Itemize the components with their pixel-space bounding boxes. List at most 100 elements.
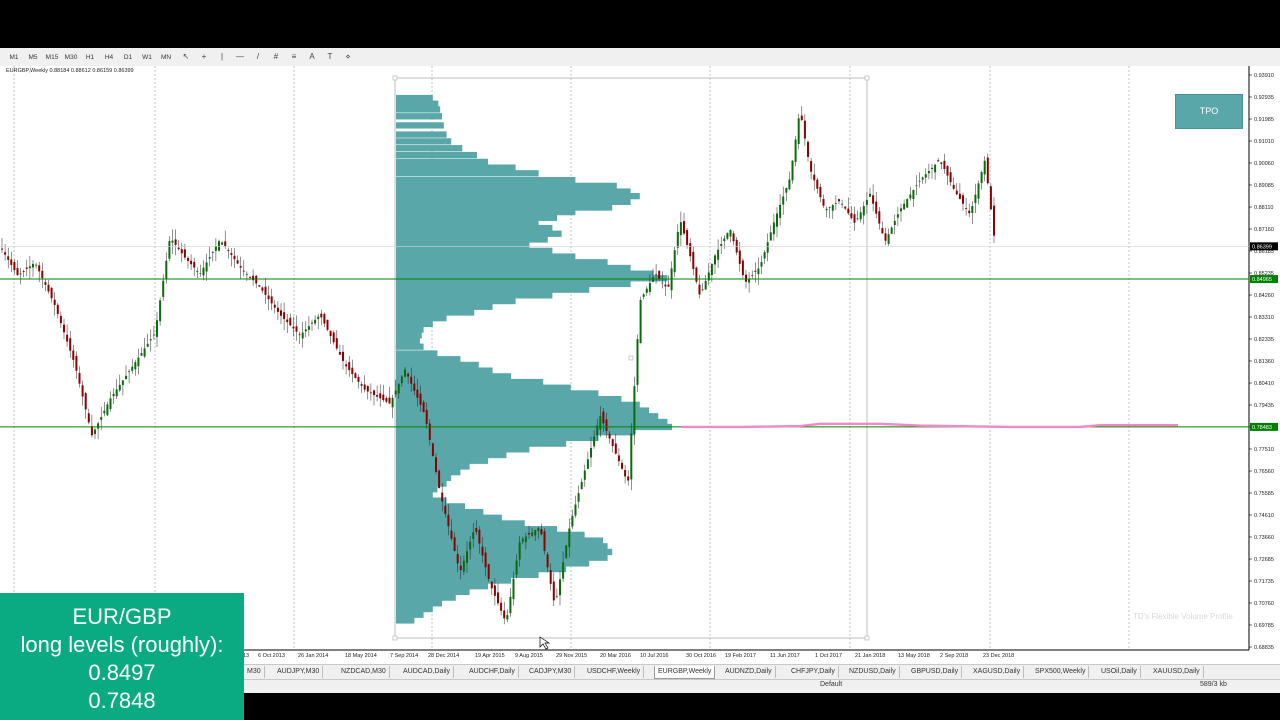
volume-profile-bar: [396, 503, 465, 510]
price-chart[interactable]: 0.93910 0.92935 0.91985 0.91010 0.90060 0.890…: [0, 66, 1280, 664]
candle-body: [732, 233, 735, 242]
candle-body: [676, 231, 679, 248]
candle-body: [816, 179, 819, 189]
chart-tab[interactable]: NZDCAD,M30: [338, 666, 390, 678]
chart-tab[interactable]: M30: [244, 666, 265, 678]
price-label: 0.75585: [1254, 491, 1274, 497]
volume-profile-bar: [396, 401, 640, 409]
candle-body: [714, 255, 716, 265]
price-label: 0.91985: [1254, 117, 1274, 123]
chart-tab[interactable]: USDCHF,Weekly: [584, 666, 645, 678]
candle-body: [404, 369, 406, 377]
candle-body: [391, 397, 394, 408]
candle-body: [208, 257, 211, 259]
text-label-icon[interactable]: T: [327, 52, 333, 61]
candle-body: [202, 267, 205, 276]
fibonacci-icon[interactable]: ≡: [291, 52, 297, 61]
candle-body: [320, 313, 323, 318]
volume-profile-bar: [396, 138, 452, 145]
chart-tab[interactable]: EURGBP,Weekly: [654, 666, 716, 679]
chart-tab[interactable]: AUDCAD,Daily: [400, 666, 455, 678]
volume-profile-bar: [396, 224, 553, 232]
candle-body: [614, 443, 617, 454]
horizontal-line-icon[interactable]: —: [236, 52, 244, 61]
candle-body: [329, 330, 332, 337]
candle-body: [490, 581, 493, 589]
timeframe-m5[interactable]: M5: [28, 54, 38, 61]
symbol-info: EURGBP,Weekly 0.88184 0.88612 0.86159 0.…: [6, 68, 134, 74]
candle-body: [22, 271, 25, 272]
chart-tab[interactable]: CHFJPY,Daily: [788, 666, 839, 678]
candle-body: [239, 266, 242, 268]
candle-body: [772, 222, 775, 235]
chart-tab[interactable]: SPX500,Weekly: [1032, 666, 1090, 678]
volume-profile-bar: [396, 275, 668, 282]
timeframe-m30[interactable]: M30: [64, 54, 78, 61]
levels-overlay: EUR/GBP long levels (roughly): 0.8497 0.…: [0, 593, 244, 720]
candle-body: [893, 220, 896, 226]
price-label: 0.87160: [1254, 227, 1274, 233]
timeframe-m1[interactable]: M1: [9, 54, 19, 61]
candle-body: [13, 262, 16, 271]
timeframe-h1[interactable]: H1: [85, 54, 95, 61]
chart-tab[interactable]: GBPUSD,Daily: [908, 666, 963, 678]
candle-body: [962, 195, 964, 204]
price-label: 0.79435: [1254, 403, 1274, 409]
chart-window[interactable]: 0.93910 0.92935 0.91985 0.91010 0.90060 0.890…: [0, 66, 1280, 664]
volume-profile-bar: [396, 326, 424, 333]
date-label: 13 May 2018: [898, 653, 930, 659]
candle-body: [596, 425, 599, 436]
candle-body: [683, 221, 685, 234]
date-label: 20 Mar 2016: [600, 653, 631, 659]
chart-tab[interactable]: AUDNZD,Daily: [722, 666, 776, 678]
price-label: 0.88110: [1254, 205, 1273, 211]
chart-tab[interactable]: XAUUSD,Daily: [1150, 666, 1204, 678]
volume-profile-bar: [396, 303, 493, 310]
candle-body: [707, 272, 710, 281]
timeframe-d1[interactable]: D1: [123, 54, 133, 61]
candle-body: [87, 413, 90, 423]
price-tag-label: 0.86399: [1252, 244, 1272, 250]
crosshair-icon[interactable]: +: [201, 52, 207, 61]
candle-body: [428, 423, 431, 440]
date-label: 11 Jun 2017: [770, 653, 800, 659]
candle-body: [66, 334, 69, 342]
tpo-button[interactable]: TPO: [1175, 94, 1243, 129]
candle-body: [72, 350, 75, 360]
candle-body: [7, 256, 10, 260]
candle-body: [357, 376, 360, 382]
candle-body: [943, 160, 946, 169]
timeframe-mn[interactable]: MN: [160, 54, 172, 61]
candle-body: [664, 284, 667, 287]
candle-body: [800, 115, 803, 121]
candle-body: [853, 214, 856, 223]
chart-tab[interactable]: AUDJPY,M30: [274, 666, 324, 678]
chart-tab[interactable]: XAGUSD,Daily: [970, 666, 1025, 678]
vertical-line-icon[interactable]: |: [220, 52, 224, 61]
chart-tab[interactable]: CADJPY,M30: [526, 666, 576, 678]
timeframe-m15[interactable]: M15: [45, 54, 59, 61]
trendline-icon[interactable]: /: [256, 52, 260, 61]
timeframe-w1[interactable]: W1: [142, 54, 152, 61]
candle-body: [710, 263, 713, 276]
volume-profile-bar: [396, 468, 461, 476]
chart-tab[interactable]: AUDCHF,Daily: [466, 666, 519, 678]
chart-tab[interactable]: NZDUSD,Daily: [846, 666, 900, 678]
candle-body: [326, 319, 329, 330]
volume-profile-bar: [396, 565, 567, 573]
volume-profile-bar: [396, 214, 557, 221]
shapes-icon[interactable]: ⋄: [345, 52, 351, 61]
candle-body: [509, 596, 512, 614]
volume-profile-bar: [396, 131, 447, 138]
chart-tab[interactable]: USOil,Daily: [1098, 666, 1141, 678]
text-icon[interactable]: A: [309, 52, 315, 61]
cursor-icon[interactable]: ↖: [182, 52, 190, 61]
candle-body: [918, 180, 921, 182]
candle-body: [345, 364, 348, 367]
volume-profile-bar: [396, 236, 548, 243]
candle-body: [317, 316, 320, 319]
timeframe-h4[interactable]: H4: [104, 54, 114, 61]
volume-profile-bar: [396, 247, 553, 255]
channel-icon[interactable]: #: [273, 52, 279, 61]
candle-body: [723, 238, 726, 242]
